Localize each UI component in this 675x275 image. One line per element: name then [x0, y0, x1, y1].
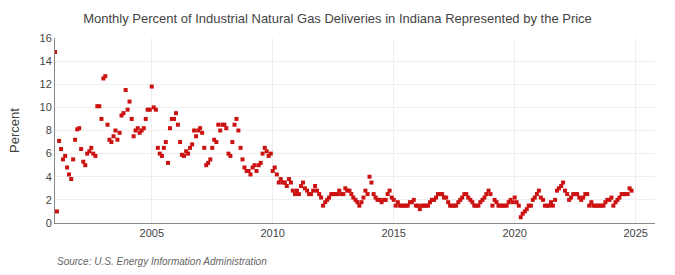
svg-text:2005: 2005 [140, 227, 164, 239]
svg-text:Monthly Percent of Industrial: Monthly Percent of Industrial Natural Ga… [83, 11, 592, 26]
svg-text:2020: 2020 [502, 227, 526, 239]
svg-text:14: 14 [40, 55, 52, 67]
svg-text:12: 12 [40, 78, 52, 90]
svg-text:2: 2 [46, 194, 52, 206]
svg-text:2015: 2015 [381, 227, 405, 239]
svg-text:Percent: Percent [7, 108, 22, 153]
svg-text:8: 8 [46, 124, 52, 136]
svg-text:0: 0 [46, 217, 52, 229]
svg-text:2025: 2025 [623, 227, 647, 239]
svg-text:Source: U.S. Energy Informatio: Source: U.S. Energy Information Administ… [57, 256, 267, 267]
svg-text:2010: 2010 [260, 227, 284, 239]
svg-text:6: 6 [46, 147, 52, 159]
svg-text:4: 4 [46, 171, 52, 183]
svg-text:16: 16 [40, 32, 52, 44]
svg-text:10: 10 [40, 101, 52, 113]
